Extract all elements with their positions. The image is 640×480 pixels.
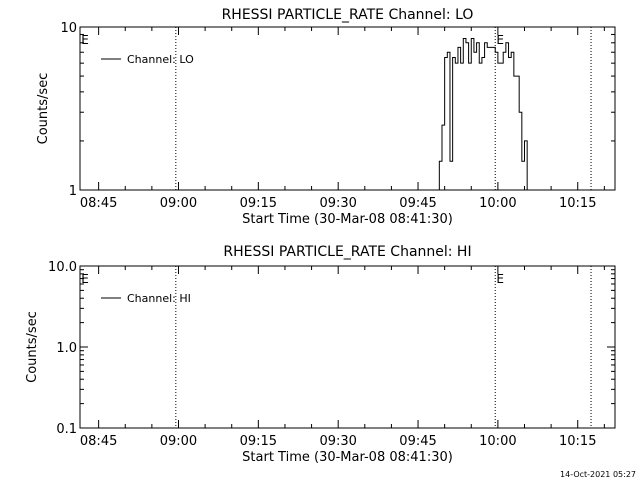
x-tick-label: 10:15	[559, 196, 596, 211]
x-tick-label: 09:30	[319, 196, 356, 211]
y-tick-label: 10.0	[48, 260, 77, 275]
chart-panel-lo: RHESSI PARTICLE_RATE Channel: LO 08:45 09:…	[36, 7, 616, 227]
chart-panel-hi: RHESSI PARTICLE_RATE Channel: HI 08:45 09:…	[25, 244, 616, 465]
event-marker-label: E	[496, 272, 504, 286]
series-line-channel-lo	[438, 38, 528, 190]
x-axis-label: Start Time (30-Mar-08 08:41:30)	[242, 450, 453, 465]
x-tick-label: 10:00	[479, 434, 516, 449]
x-axis-label: Start Time (30-Mar-08 08:41:30)	[242, 212, 453, 227]
x-tick-label: 09:15	[240, 196, 277, 211]
x-tick-label: 09:00	[160, 196, 197, 211]
y-tick-label: 1.0	[56, 341, 77, 356]
plot-frame	[79, 265, 616, 429]
chart-title: RHESSI PARTICLE_RATE Channel: LO	[222, 7, 474, 23]
x-tick-label: 10:15	[559, 434, 596, 449]
event-marker-label: E	[81, 33, 89, 47]
legend-label: Channel: LO	[127, 53, 194, 66]
x-tick-label: 09:30	[319, 434, 356, 449]
y-axis-label: Counts/sec	[36, 73, 51, 145]
y-axis-label: Counts/sec	[25, 311, 40, 383]
chart-title: RHESSI PARTICLE_RATE Channel: HI	[223, 244, 471, 260]
event-marker-label: E	[496, 33, 504, 47]
x-tick-label: 09:00	[160, 434, 197, 449]
legend-label: Channel: HI	[127, 292, 191, 305]
timestamp-footer: 14-Oct-2021 05:27	[560, 470, 636, 479]
y-tick-label: 1	[69, 184, 77, 199]
x-tick-label: 10:00	[479, 196, 516, 211]
x-tick-label: 09:15	[240, 434, 277, 449]
x-tick-label: 09:45	[399, 434, 436, 449]
y-tick-label: 10	[60, 21, 77, 36]
x-tick-label: 08:45	[80, 196, 117, 211]
x-tick-label: 08:45	[80, 434, 117, 449]
event-marker-label: E	[81, 272, 89, 286]
plot-frame	[79, 26, 616, 191]
x-tick-label: 09:45	[399, 196, 436, 211]
y-tick-label: 0.1	[56, 422, 77, 437]
